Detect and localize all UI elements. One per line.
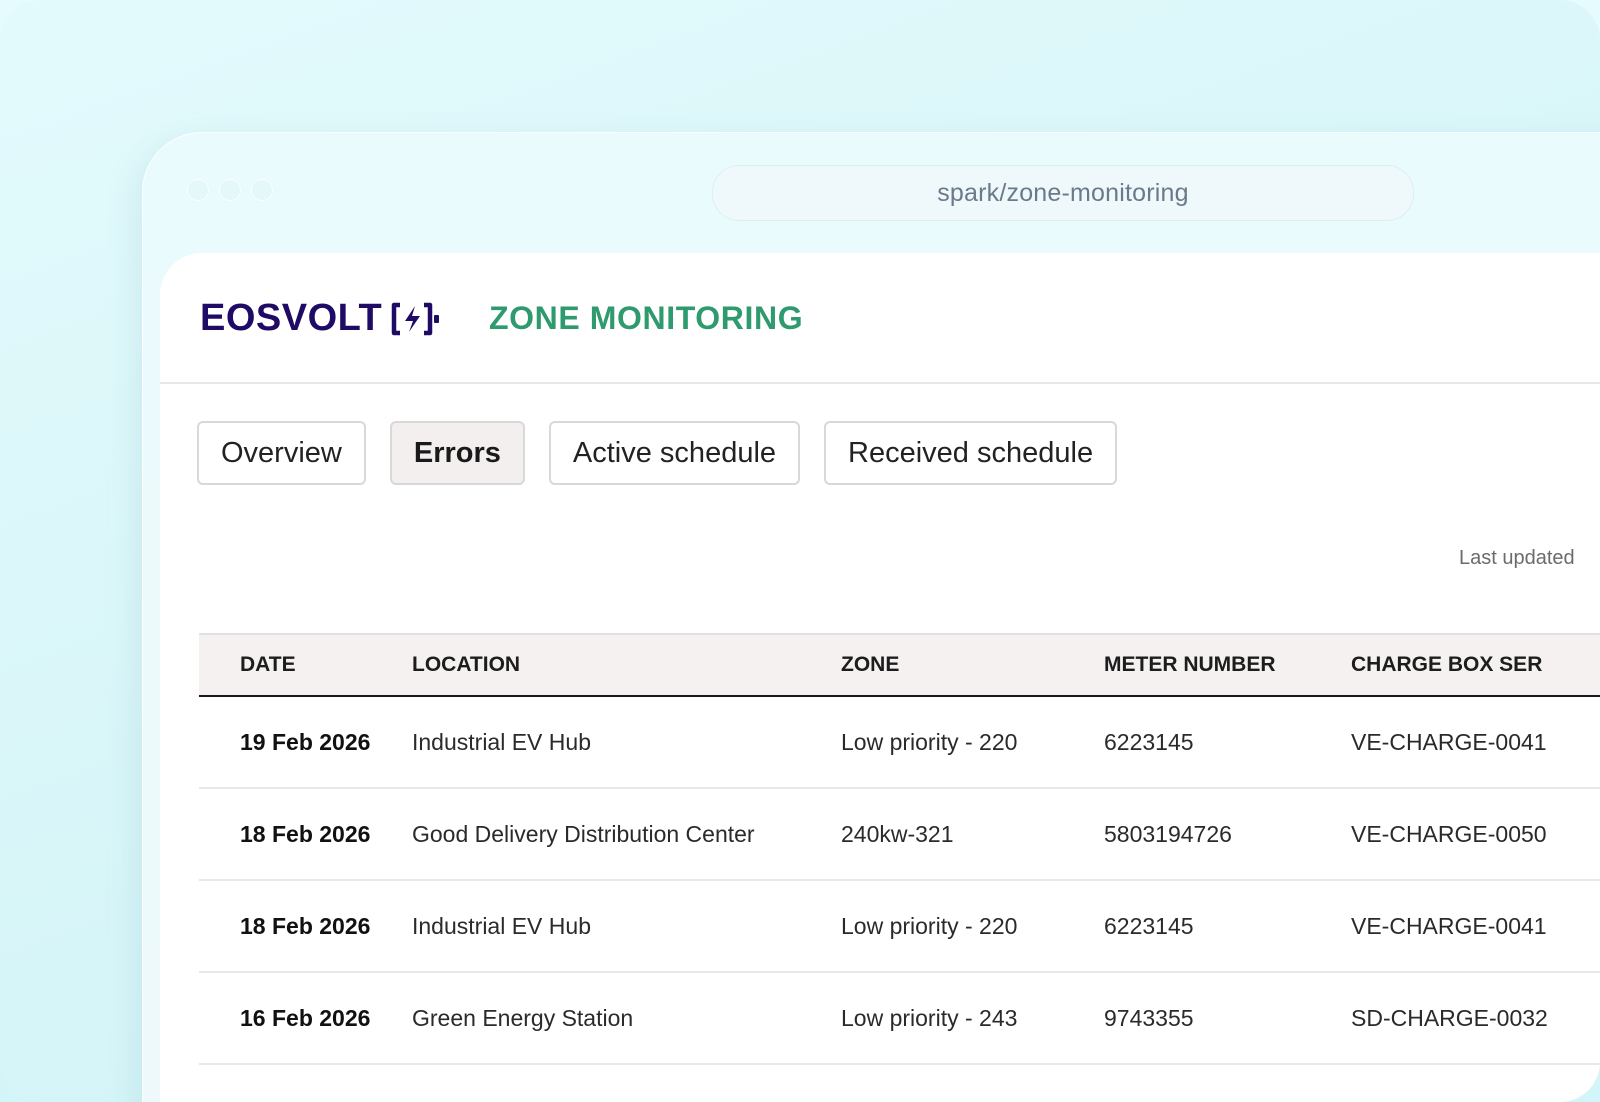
cell-meter-number: 5803194726 bbox=[1104, 820, 1232, 847]
cell-meter-number: 9743355 bbox=[1104, 1004, 1194, 1031]
last-updated-label: Last updated bbox=[1459, 547, 1575, 569]
cell-charge-box: VE-CHARGE-0041 bbox=[1351, 912, 1547, 939]
cell-zone: Low priority - 243 bbox=[841, 1004, 1018, 1031]
table-header: DATE LOCATION ZONE METER NUMBER CHARGE B… bbox=[199, 633, 1600, 697]
tab-errors[interactable]: Errors bbox=[389, 421, 525, 485]
url-text: spark/zone-monitoring bbox=[937, 178, 1189, 207]
cell-meter-number: 6223145 bbox=[1104, 728, 1194, 755]
maximize-dot[interactable] bbox=[252, 180, 272, 200]
minimize-dot[interactable] bbox=[220, 180, 240, 200]
column-header-meter-number[interactable]: METER NUMBER bbox=[1104, 653, 1276, 676]
close-dot[interactable] bbox=[188, 180, 208, 200]
cell-zone: 240kw-321 bbox=[841, 820, 954, 847]
errors-table: DATE LOCATION ZONE METER NUMBER CHARGE B… bbox=[199, 633, 1600, 1065]
cell-date: 16 Feb 2026 bbox=[240, 1004, 371, 1031]
cell-charge-box: SD-CHARGE-0032 bbox=[1351, 1004, 1548, 1031]
cell-charge-box: VE-CHARGE-0041 bbox=[1351, 728, 1547, 755]
battery-bolt-icon bbox=[392, 302, 440, 335]
cell-zone: Low priority - 220 bbox=[841, 728, 1018, 755]
cell-location: Good Delivery Distribution Center bbox=[412, 820, 755, 847]
tab-bar: Overview Errors Active schedule Received… bbox=[197, 421, 1118, 485]
browser-window: spark/zone-monitoring EOSVOLT ZONE MONIT… bbox=[142, 132, 1600, 1102]
cell-date: 18 Feb 2026 bbox=[240, 912, 371, 939]
column-header-location[interactable]: LOCATION bbox=[412, 653, 521, 676]
cell-location: Green Energy Station bbox=[412, 1004, 634, 1031]
column-header-date[interactable]: DATE bbox=[240, 653, 296, 676]
cell-location: Industrial EV Hub bbox=[412, 912, 591, 939]
cell-meter-number: 6223145 bbox=[1104, 912, 1194, 939]
page-title: ZONE MONITORING bbox=[489, 300, 804, 336]
cell-date: 19 Feb 2026 bbox=[240, 728, 371, 755]
cell-charge-box: VE-CHARGE-0050 bbox=[1351, 820, 1547, 847]
logo[interactable]: EOSVOLT bbox=[200, 297, 442, 340]
tab-received-schedule[interactable]: Received schedule bbox=[824, 421, 1118, 485]
column-header-charge-box[interactable]: CHARGE BOX SER bbox=[1351, 653, 1543, 676]
app-content: EOSVOLT ZONE MONITORING Overview Errors … bbox=[160, 253, 1600, 1102]
table-row[interactable]: 18 Feb 2026 Good Delivery Distribution C… bbox=[199, 789, 1600, 881]
address-bar[interactable]: spark/zone-monitoring bbox=[712, 165, 1414, 221]
column-header-zone[interactable]: ZONE bbox=[841, 653, 900, 676]
window-controls bbox=[188, 180, 272, 200]
cell-zone: Low priority - 220 bbox=[841, 912, 1018, 939]
logo-text: EOSVOLT bbox=[200, 297, 383, 339]
cell-date: 18 Feb 2026 bbox=[240, 820, 371, 847]
tab-overview[interactable]: Overview bbox=[197, 421, 366, 485]
table-row[interactable]: 16 Feb 2026 Green Energy Station Low pri… bbox=[199, 973, 1600, 1065]
table-row[interactable]: 18 Feb 2026 Industrial EV Hub Low priori… bbox=[199, 881, 1600, 973]
app-header: EOSVOLT ZONE MONITORING bbox=[160, 253, 1600, 384]
cell-location: Industrial EV Hub bbox=[412, 728, 591, 755]
tab-active-schedule[interactable]: Active schedule bbox=[548, 421, 801, 485]
table-row[interactable]: 19 Feb 2026 Industrial EV Hub Low priori… bbox=[199, 697, 1600, 789]
